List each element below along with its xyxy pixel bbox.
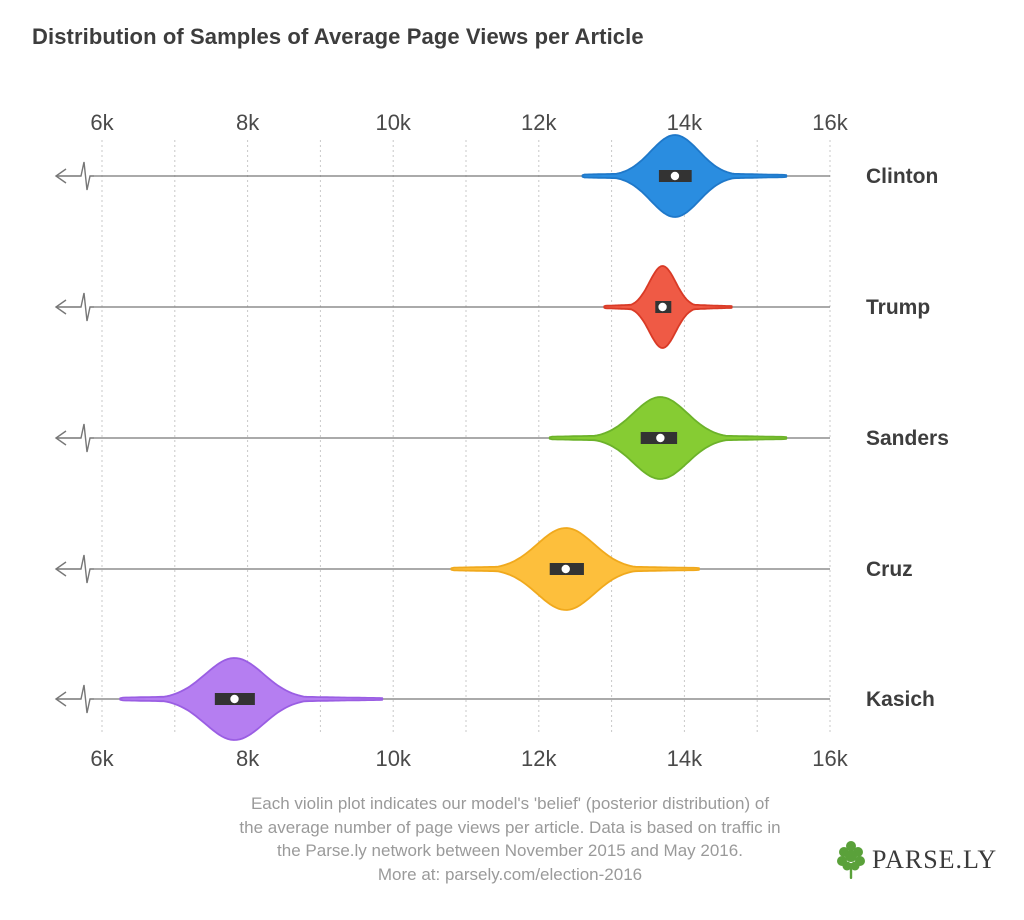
axis-break-icon [56, 684, 94, 714]
series-label-sanders: Sanders [866, 427, 949, 450]
caption: Each violin plot indicates our model's '… [190, 792, 830, 886]
left-arrow-icon [54, 561, 67, 577]
caption-line-3: the Parse.ly network between November 20… [277, 841, 743, 860]
x-tick-label-bottom: 14k [667, 746, 703, 771]
left-arrow-icon [54, 299, 67, 315]
x-tick-label-bottom: 10k [375, 746, 411, 771]
x-tick-label-top: 16k [812, 110, 848, 135]
parsely-leaf-icon [837, 841, 865, 879]
axis-break-icon [56, 423, 94, 453]
axis-break-icon [56, 292, 94, 322]
series-label-trump: Trump [866, 296, 930, 319]
caption-line-2: the average number of page views per art… [239, 817, 781, 837]
brand-name: PARSE.LY [872, 845, 998, 874]
median-dot-clinton [670, 171, 680, 181]
x-tick-label-top: 8k [236, 110, 260, 135]
axis-break-icon [56, 161, 94, 191]
violin-chart: 6k 6k 8k 8k 10k 10k 12k 12k 14k 14k 16k 16k Clinton T… [54, 110, 949, 771]
x-tick-label-top: 12k [521, 110, 557, 135]
x-tick-label-bottom: 12k [521, 746, 557, 771]
median-dot-cruz [561, 564, 570, 574]
x-tick-label-top: 14k [667, 110, 703, 135]
caption-line-4: More at: parsely.com/election-2016 [377, 864, 643, 884]
chart-title: Distribution of Samples of Average Page … [32, 24, 644, 49]
left-arrow-icon [54, 430, 67, 446]
x-tick-label-bottom: 6k [90, 746, 114, 771]
x-tick-label-bottom: 8k [236, 746, 260, 771]
median-dot-kasich [230, 694, 239, 704]
median-dot-trump [658, 302, 667, 312]
x-tick-label-top: 10k [375, 110, 411, 135]
left-arrow-icon [54, 691, 67, 707]
caption-line-1: Each violin plot indicates our model's '… [250, 794, 770, 813]
x-tick-label-top: 6k [90, 110, 114, 135]
series-label-kasich: Kasich [866, 688, 935, 711]
series-label-clinton: Clinton [866, 165, 938, 188]
x-tick-label-bottom: 16k [812, 746, 848, 771]
median-dot-sanders [656, 433, 665, 443]
parsely-brand: PARSE.LY [836, 838, 997, 882]
axis-break-icon [56, 554, 94, 584]
left-arrow-icon [54, 168, 67, 184]
series-label-cruz: Cruz [866, 558, 913, 581]
